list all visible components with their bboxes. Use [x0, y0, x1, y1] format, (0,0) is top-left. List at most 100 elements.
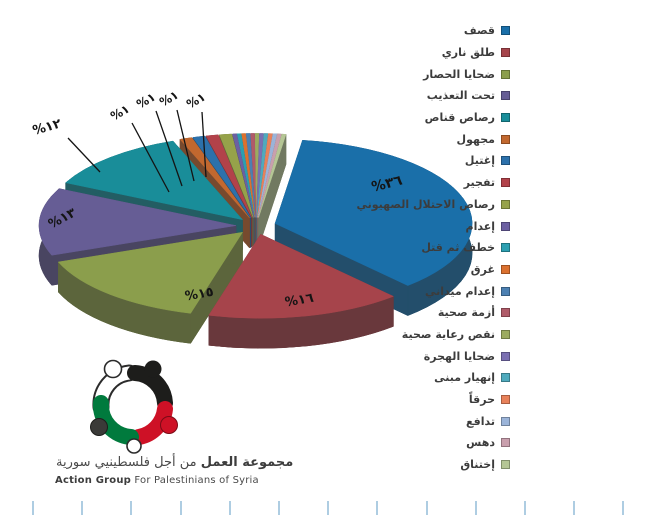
legend-item: تدافع [357, 410, 510, 432]
label-leader-line [131, 122, 170, 193]
org-name-arabic-bold: مجموعة العمل [200, 455, 294, 470]
legend-item: مجهول [357, 128, 510, 150]
legend-label: دهس [466, 436, 495, 450]
legend-label: رصاص الاحتلال الصهيوني [356, 197, 495, 211]
axis-tick [130, 501, 133, 515]
pie-slice [208, 233, 395, 349]
legend-label: إنهيار مبنى [434, 371, 495, 385]
legend-item: إعدام [357, 215, 510, 237]
legend-item: حرقاً [357, 389, 510, 411]
legend-label: طلق ناري [441, 46, 495, 60]
org-name-arabic-rest: من أجل فلسطينيي سورية [56, 455, 201, 470]
legend-label: ضحايا الهجرة [423, 349, 495, 363]
legend-label: حرقاً [468, 393, 495, 407]
legend-swatch [501, 178, 510, 188]
legend-label: خطف ثم قتل [421, 241, 495, 255]
legend-item: إغتيل [357, 150, 510, 172]
axis-tick [228, 501, 231, 515]
legend-item: رصاص قناص [357, 107, 510, 129]
legend-label: إغتيل [464, 154, 495, 168]
legend-label: إعدام [465, 219, 495, 233]
legend-item: تفجير [357, 172, 510, 194]
legend-label: أزمة صحية [437, 306, 495, 320]
legend-swatch [501, 395, 510, 405]
pie-slice [57, 231, 244, 345]
legend-item: نقص رعاية صحية [357, 324, 510, 346]
legend-item: إنهيار مبنى [357, 367, 510, 389]
legend-swatch [501, 308, 510, 318]
axis-tick [327, 501, 330, 515]
legend-swatch [501, 438, 510, 448]
legend-label: إختناق [460, 458, 495, 472]
legend-swatch [501, 460, 510, 470]
legend-swatch [501, 351, 510, 361]
slice-value-label: %١ [157, 88, 181, 110]
legend-swatch [501, 134, 510, 144]
legend-swatch [501, 264, 510, 274]
legend-label: إعدام ميداني [425, 284, 495, 298]
legend-swatch [501, 69, 510, 79]
legend-swatch [501, 221, 510, 231]
legend-item: رصاص الاحتلال الصهيوني [357, 194, 510, 216]
legend-swatch [501, 91, 510, 101]
legend-item: قصف [357, 20, 510, 42]
slice-value-label: %١٢ [31, 116, 63, 138]
org-name-arabic: مجموعة العمل من أجل فلسطينيي سورية [56, 455, 322, 470]
label-leader-line [67, 137, 101, 173]
slice-value-label: %١ [184, 90, 208, 112]
legend-label: تحت التعذيب [426, 89, 495, 103]
legend-swatch [501, 48, 510, 58]
legend-swatch [501, 199, 510, 209]
axis-tick [376, 501, 379, 515]
legend-swatch [501, 156, 510, 166]
legend-label: غرق [470, 262, 495, 276]
pie-slice [274, 140, 473, 316]
slice-value-label: %٣٦ [370, 172, 405, 195]
org-name-english-bold: Action Group [55, 475, 132, 486]
legend-item: غرق [357, 259, 510, 281]
legend-item: دهس [357, 432, 510, 454]
legend-swatch [501, 373, 510, 383]
label-leader-line [201, 111, 207, 178]
legend-swatch [501, 26, 510, 36]
axis-tick [573, 501, 576, 515]
axis-tick [278, 501, 280, 515]
logo-emblem-icon [90, 359, 178, 454]
slice-value-label: %١ [108, 102, 132, 124]
legend-swatch [501, 243, 510, 253]
axis-tick [474, 501, 477, 515]
slice-value-label: %١٥ [184, 285, 215, 305]
legend-item: ضحايا الحصار [357, 63, 510, 85]
axis-tick [81, 501, 84, 515]
slice-value-label: %١٦ [284, 291, 315, 311]
legend-label: قصف [463, 24, 495, 38]
legend-label: نقص رعاية صحية [401, 327, 495, 341]
legend-swatch [501, 329, 510, 339]
legend-item: تحت التعذيب [357, 85, 510, 107]
legend-item: إعدام ميداني [357, 280, 510, 302]
legend-swatch [501, 416, 510, 426]
label-leader-line [176, 109, 195, 182]
legend-item: إختناق [357, 454, 510, 476]
legend-swatch [501, 113, 510, 123]
legend-item: أزمة صحية [357, 302, 510, 324]
legend-label: تفجير [463, 176, 495, 190]
legend-label: رصاص قناص [424, 111, 495, 125]
legend-label: ضحايا الحصار [423, 67, 495, 81]
axis-tick [425, 501, 428, 515]
legend-label: مجهول [456, 132, 495, 146]
slice-value-label: %١ [134, 90, 158, 112]
axis-tick [179, 501, 182, 515]
legend-item: طلق ناري [357, 42, 510, 64]
legend-label: تدافع [466, 414, 495, 428]
axis-tick [622, 501, 625, 515]
axis-tick [524, 501, 526, 515]
pie-slice [258, 133, 287, 248]
axis-tick [32, 501, 34, 515]
legend-item: خطف ثم قتل [357, 237, 510, 259]
legend-item: ضحايا الهجرة [357, 345, 510, 367]
chart-legend: قصف طلق ناري ضحايا الحصار تحت التعذيب رصاص ق… [357, 20, 510, 475]
org-name-english: Action Group For Palestinians of Syria [55, 475, 259, 486]
